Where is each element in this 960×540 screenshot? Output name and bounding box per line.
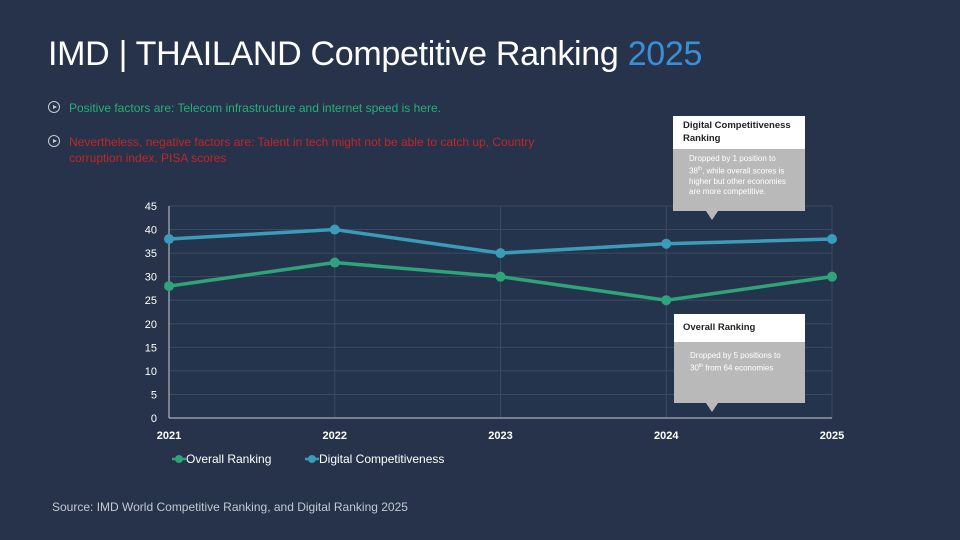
data-point (164, 233, 174, 244)
page-title: IMD | THAILAND Competitive Ranking 2025 (48, 34, 702, 74)
callout-digital-title: Digital Competitiveness Ranking (673, 116, 805, 149)
bullet-positive: Positive factors are: Telecom infrastruc… (48, 100, 441, 116)
y-tick-label: 5 (151, 389, 157, 401)
play-circle-icon (48, 101, 60, 113)
x-tick-label: 2022 (323, 430, 347, 442)
data-point (495, 271, 506, 282)
callout-overall-title: Overall Ranking (674, 314, 805, 342)
x-tick-label: 2025 (820, 430, 844, 442)
legend-marker-dot (175, 455, 183, 463)
data-point (827, 271, 837, 282)
data-point (495, 248, 506, 259)
x-tick-label: 2023 (488, 430, 512, 442)
y-tick-label: 25 (145, 295, 157, 307)
data-point (661, 238, 672, 249)
data-point (827, 233, 837, 244)
callout-pointer (706, 211, 718, 220)
y-tick-label: 45 (145, 201, 157, 213)
title-main: IMD | THAILAND Competitive Ranking (48, 35, 619, 73)
source-note: Source: IMD World Competitive Ranking, a… (52, 500, 408, 514)
y-tick-label: 10 (145, 366, 157, 378)
legend-label: Digital Competitiveness (319, 452, 444, 466)
data-point (329, 224, 340, 235)
x-tick-label: 2024 (654, 430, 679, 442)
title-year: 2025 (627, 35, 703, 73)
data-point (329, 257, 340, 268)
data-point (164, 281, 174, 292)
legend-label: Overall Ranking (186, 452, 271, 466)
callout-pointer (706, 403, 718, 412)
y-tick-label: 40 (145, 225, 157, 237)
callout-overall-ranking: Overall Ranking Dropped by 5 positions t… (674, 314, 805, 412)
legend-marker-dot (308, 455, 316, 463)
y-tick-label: 20 (145, 319, 157, 331)
bullet-negative: Nevertheless, negative factors are: Tale… (48, 134, 539, 166)
data-point (661, 295, 672, 306)
x-tick-label: 2021 (157, 430, 181, 442)
callout-digital-ranking: Digital Competitiveness Ranking Dropped … (673, 116, 805, 220)
bullet-negative-text: Nevertheless, negative factors are: Tale… (69, 135, 535, 165)
y-tick-label: 15 (145, 342, 157, 354)
callout-overall-body: Dropped by 5 positions to 30th from 64 e… (690, 351, 781, 373)
y-tick-label: 0 (151, 413, 157, 425)
bullet-positive-text: Positive factors are: Telecom infrastruc… (69, 101, 441, 115)
play-circle-icon (48, 135, 60, 147)
callout-digital-body: Dropped by 1 position to 38th, while ove… (689, 154, 786, 196)
y-tick-label: 30 (145, 272, 157, 284)
y-tick-label: 35 (145, 248, 157, 260)
